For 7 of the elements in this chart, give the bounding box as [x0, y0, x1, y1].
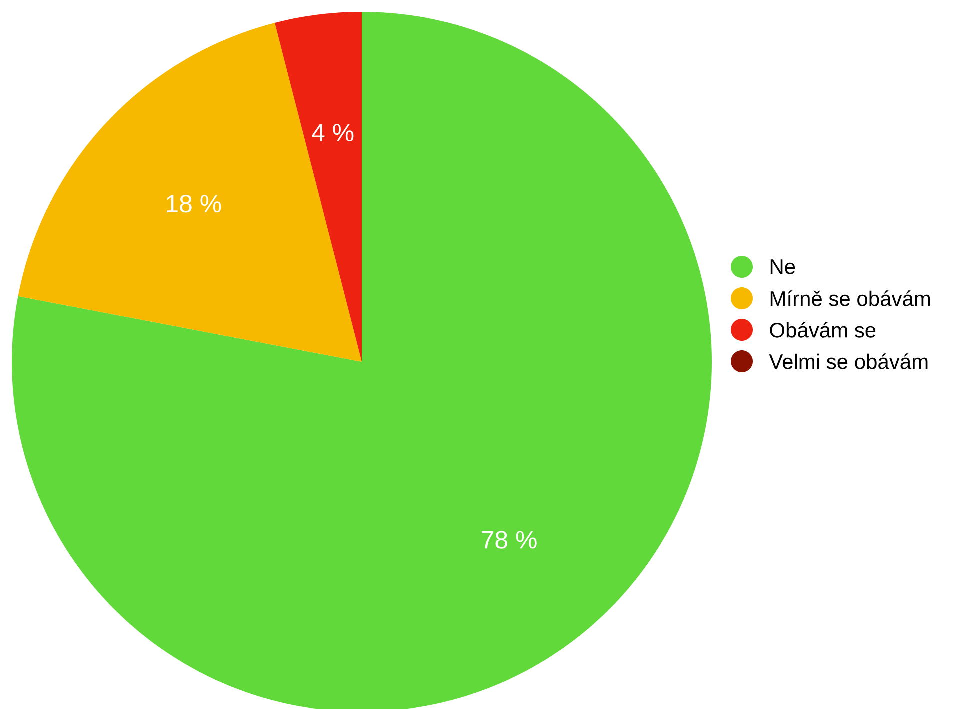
legend-label: Velmi se obávám [769, 354, 928, 370]
data-label: 18 % [167, 195, 222, 213]
legend-label: Ne [770, 260, 796, 274]
legend-label: Obávám se [770, 322, 876, 338]
data-label: 4 % [312, 124, 354, 142]
data-label: 78 % [482, 531, 537, 549]
legend-label: Mírně se obávám [770, 290, 930, 306]
